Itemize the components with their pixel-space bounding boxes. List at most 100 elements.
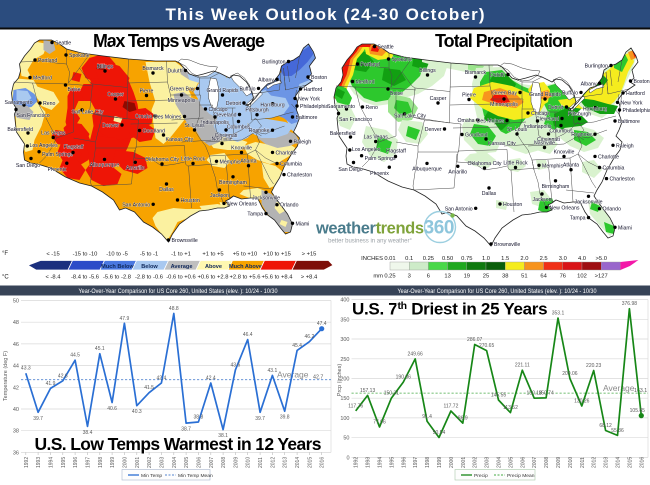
svg-text:25: 25	[483, 274, 489, 280]
svg-text:Brownsville: Brownsville	[172, 238, 198, 244]
svg-text:249.66: 249.66	[408, 351, 424, 357]
svg-text:2001: 2001	[461, 457, 467, 468]
svg-text:50: 50	[343, 436, 349, 442]
svg-text:Precip Mean: Precip Mean	[507, 473, 535, 479]
svg-text:Houston: Houston	[181, 198, 200, 204]
svg-text:50.54: 50.54	[433, 430, 446, 436]
svg-text:Columbus: Columbus	[549, 129, 573, 135]
svg-text:Reno: Reno	[366, 105, 379, 111]
svg-text:42.6: 42.6	[58, 373, 68, 379]
svg-text:Boise: Boise	[68, 87, 81, 93]
svg-text:0.01: 0.01	[384, 256, 395, 262]
svg-text:100: 100	[340, 416, 349, 422]
svg-text:New Orleans: New Orleans	[550, 205, 580, 211]
svg-text:286.07: 286.07	[467, 337, 483, 343]
svg-text:Below: Below	[141, 264, 158, 270]
svg-text:48.8: 48.8	[169, 306, 179, 312]
svg-text:Boston: Boston	[311, 75, 327, 81]
svg-text:Raleigh: Raleigh	[294, 139, 312, 145]
svg-text:-5 to -1: -5 to -1	[140, 252, 158, 258]
svg-text:> +8.4: > +8.4	[301, 275, 318, 281]
svg-text:Des Moines: Des Moines	[477, 119, 505, 125]
svg-text:Year-Over-Year Comparison for: Year-Over-Year Comparison for US Core 26…	[79, 288, 278, 295]
svg-text:2009: 2009	[556, 457, 562, 468]
svg-text:47.4: 47.4	[317, 321, 327, 327]
svg-text:1992: 1992	[24, 457, 30, 468]
svg-text:1999: 1999	[110, 457, 116, 468]
svg-text:145.55: 145.55	[491, 393, 507, 399]
svg-text:Burlington: Burlington	[585, 64, 608, 70]
svg-text:39.8: 39.8	[280, 415, 290, 421]
svg-text:Minneapolis: Minneapolis	[490, 102, 518, 108]
svg-text:86.9: 86.9	[458, 416, 468, 422]
svg-text:91.4: 91.4	[422, 414, 432, 420]
svg-text:38: 38	[502, 274, 508, 280]
svg-text:Atlanta: Atlanta	[240, 159, 256, 165]
svg-text:U.S. 7th Driest in 25 Years: U.S. 7th Driest in 25 Years	[352, 300, 547, 319]
svg-text:Los Angeles: Los Angeles	[352, 147, 381, 153]
svg-text:2014: 2014	[616, 457, 622, 468]
svg-text:2007: 2007	[532, 457, 538, 468]
svg-text:Jacksonville: Jacksonville	[575, 199, 603, 205]
svg-text:2002: 2002	[147, 457, 153, 468]
svg-text:San Francisco: San Francisco	[339, 117, 372, 123]
svg-text:2016: 2016	[320, 457, 326, 468]
svg-text:117.72: 117.72	[443, 404, 458, 410]
svg-text:Amarillo: Amarillo	[126, 165, 145, 171]
svg-text:Memphis: Memphis	[542, 163, 563, 169]
svg-text:44: 44	[13, 364, 19, 370]
svg-text:Miami: Miami	[296, 221, 310, 227]
svg-text:2010: 2010	[568, 457, 574, 468]
svg-text:weathertrends360: weathertrends360	[315, 218, 454, 239]
svg-text:113.52: 113.52	[503, 405, 518, 411]
svg-text:2016: 2016	[639, 457, 645, 468]
svg-text:Salt Lake City: Salt Lake City	[394, 114, 426, 120]
svg-text:190.86: 190.86	[396, 375, 412, 381]
svg-text:Denver: Denver	[102, 123, 119, 129]
svg-text:Green Bay: Green Bay	[492, 91, 517, 97]
svg-text:St. Louis: St. Louis	[507, 127, 528, 133]
svg-text:Las Vegas: Las Vegas	[41, 131, 66, 137]
svg-text:Boise: Boise	[390, 91, 403, 97]
svg-text:41.5: 41.5	[144, 385, 154, 391]
svg-text:°F: °F	[2, 251, 8, 257]
svg-text:Palm Springs: Palm Springs	[365, 156, 396, 162]
svg-text:Dallas: Dallas	[159, 187, 174, 193]
svg-text:-10 to -5: -10 to -5	[106, 252, 128, 258]
svg-text:1995: 1995	[389, 457, 395, 468]
svg-text:Chicago: Chicago	[531, 111, 550, 117]
svg-text:Pierre: Pierre	[462, 93, 476, 99]
svg-text:2006: 2006	[196, 457, 202, 468]
svg-text:2004: 2004	[497, 457, 503, 468]
svg-text:Jackson: Jackson	[210, 193, 229, 199]
svg-text:Omaha: Omaha	[135, 114, 152, 120]
svg-text:Albany: Albany	[581, 81, 597, 87]
svg-text:Charleston: Charleston	[610, 177, 635, 183]
svg-text:>5.0: >5.0	[595, 256, 606, 262]
svg-text:Grand Rapids: Grand Rapids	[529, 92, 561, 98]
svg-text:Omaha: Omaha	[457, 118, 474, 124]
svg-text:48: 48	[13, 320, 19, 326]
svg-text:Raleigh: Raleigh	[616, 143, 634, 149]
svg-text:400: 400	[340, 298, 349, 304]
svg-text:42.4: 42.4	[206, 376, 216, 382]
svg-text:Prcp (inches): Prcp (inches)	[337, 364, 343, 397]
svg-text:2007: 2007	[209, 457, 215, 468]
svg-text:2005: 2005	[508, 457, 514, 468]
svg-text:+5 to +10: +5 to +10	[233, 252, 258, 258]
svg-text:150.74: 150.74	[538, 390, 554, 396]
svg-text:220.23: 220.23	[586, 363, 602, 369]
svg-text:Minneapolis: Minneapolis	[168, 98, 196, 104]
svg-text:Medford: Medford	[33, 76, 52, 82]
svg-text:1994: 1994	[49, 457, 55, 468]
svg-text:40.3: 40.3	[132, 409, 142, 415]
svg-text:Birmingham: Birmingham	[219, 180, 247, 186]
svg-text:-2.8 to -0.6: -2.8 to -0.6	[135, 275, 163, 281]
svg-text:45.1: 45.1	[95, 346, 105, 352]
svg-text:38.1: 38.1	[218, 433, 228, 439]
svg-text:Boston: Boston	[634, 79, 650, 85]
svg-text:Goodland: Goodland	[465, 133, 488, 139]
svg-text:Detroit: Detroit	[226, 101, 242, 107]
svg-text:< -15: < -15	[46, 252, 59, 258]
svg-text:46.2: 46.2	[305, 334, 315, 340]
